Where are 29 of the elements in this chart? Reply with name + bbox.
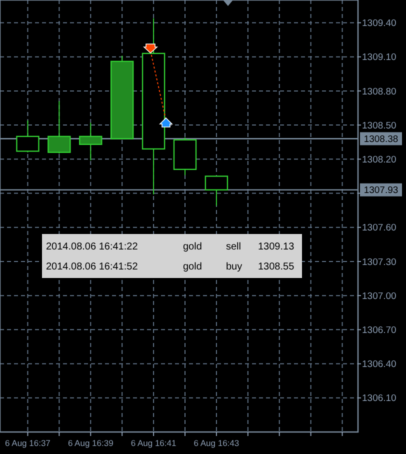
y-tick-label: 1309.40 xyxy=(362,18,396,30)
annotation: gold xyxy=(183,262,202,272)
annotation: buy xyxy=(226,262,242,272)
y-tick-label: 1306.70 xyxy=(362,325,396,336)
x-tick-label: 6 Aug 16:43 xyxy=(194,438,240,448)
y-tick-label: 1307.00 xyxy=(362,290,396,302)
annotation: sell xyxy=(226,242,242,252)
ref-line-label: 1307.93 xyxy=(364,185,398,196)
y-tick-label: 1307.30 xyxy=(362,256,396,268)
y-tick-label: 1308.20 xyxy=(362,154,396,166)
candlestick xyxy=(48,100,71,154)
annotation: 1309.13 xyxy=(258,242,295,252)
annotation: 2014.08.06 16:41:22 xyxy=(46,242,138,252)
x-tick-label: 6 Aug 16:39 xyxy=(68,438,114,448)
y-tick-label: 1306.10 xyxy=(362,393,396,404)
y-tick-label: 1306.40 xyxy=(362,359,396,370)
x-tick-label: 6 Aug 16:41 xyxy=(130,438,176,448)
x-tick-label: 6 Aug 16:37 xyxy=(5,438,51,448)
ref-line-label: 1308.38 xyxy=(364,134,398,146)
annotation: gold xyxy=(183,242,202,252)
y-tick-label: 1309.10 xyxy=(362,52,396,64)
annotation: 2014.08.06 16:41:52 xyxy=(46,262,138,272)
y-tick-label: 1308.80 xyxy=(362,86,396,98)
candlestick xyxy=(79,122,102,161)
candlestick xyxy=(16,120,40,153)
candlestick xyxy=(204,176,228,206)
annotation: 1308.55 xyxy=(258,262,295,272)
y-tick-label: 1307.60 xyxy=(362,222,396,234)
y-tick-label: 1308.50 xyxy=(362,120,396,132)
